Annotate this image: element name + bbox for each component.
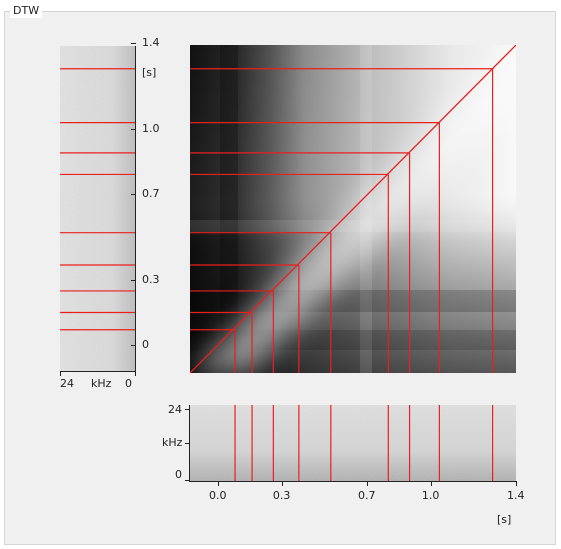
bottom-time-axis-line [189, 481, 516, 482]
left-freq-label-24: 24 [60, 377, 74, 390]
group-title: DTW [10, 4, 43, 18]
left-time-tick-label: 0.3 [142, 273, 160, 287]
bottom-spectrogram-canvas [190, 405, 516, 481]
dtw-cost-matrix [190, 45, 516, 373]
left-time-tick [131, 129, 136, 131]
bottom-freq-tick-khz [185, 443, 190, 444]
bottom-time-tick-label: 0.0 [209, 489, 227, 502]
dtw-matrix-canvas [190, 45, 516, 373]
bottom-time-tick [281, 481, 283, 486]
bottom-freq-label-0: 0 [175, 468, 182, 481]
bottom-time-unit: [s] [497, 513, 512, 526]
bottom-freq-tick-24 [185, 409, 190, 410]
left-spectrogram-canvas [60, 46, 135, 371]
bottom-time-tick [516, 481, 517, 486]
bottom-freq-label-khz: kHz [162, 436, 183, 449]
bottom-time-tick-label: 1.4 [507, 489, 525, 502]
bottom-time-tick-label: 1.0 [421, 489, 440, 502]
left-freq-tick-24 [60, 371, 61, 376]
left-time-axis-line [135, 46, 136, 371]
bottom-freq-label-24: 24 [168, 403, 182, 416]
left-time-tick-label: 0 [142, 338, 149, 351]
left-time-tick [131, 280, 136, 282]
bottom-spectrogram [190, 405, 516, 481]
left-freq-label-khz: kHz [91, 377, 112, 390]
left-time-tick-label: 1.4 [142, 36, 160, 49]
bottom-freq-tick-0 [185, 480, 190, 481]
left-time-tick-label: 1.0 [142, 122, 160, 136]
left-time-tick [131, 43, 136, 44]
left-freq-tick-0 [135, 371, 136, 376]
bottom-time-tick [218, 481, 219, 486]
left-time-tick [131, 345, 136, 346]
left-time-tick-label: 0.7 [142, 187, 160, 200]
bottom-time-tick [430, 481, 432, 486]
left-time-unit: [s] [142, 66, 157, 79]
dtw-diagonal [190, 45, 516, 373]
bottom-time-tick [367, 481, 368, 486]
left-time-tick [131, 194, 136, 195]
left-freq-label-0: 0 [125, 377, 132, 390]
left-spectrogram [60, 46, 135, 371]
bottom-time-tick-label: 0.7 [358, 489, 376, 502]
left-freq-axis-line [60, 371, 136, 372]
bottom-time-tick-label: 0.3 [272, 489, 291, 502]
